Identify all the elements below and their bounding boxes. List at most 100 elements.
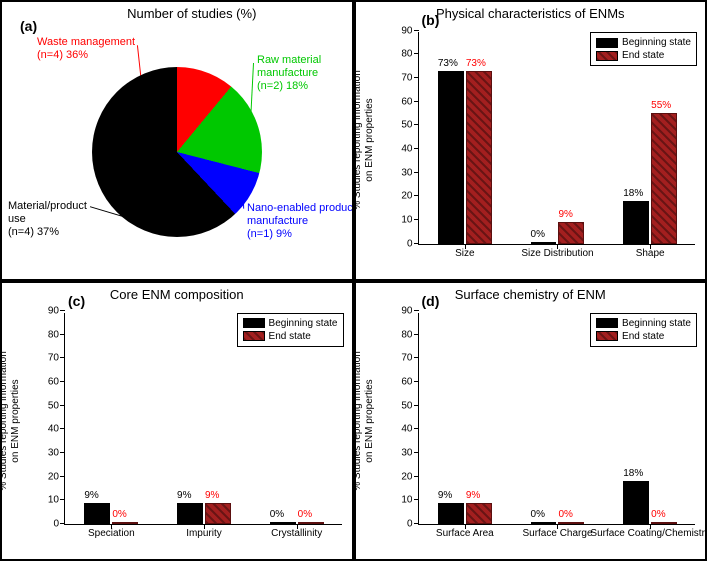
bar-value-end: 55% [651,100,671,111]
category-label: Impurity [186,528,222,539]
figure-grid: (a) Number of studies (%) Waste manageme… [0,0,707,561]
swatch-end [596,331,618,341]
ytick-label: 20 [48,471,59,482]
bar-value-end: 0% [651,509,665,520]
ytick-label: 0 [53,519,59,530]
swatch-end [243,331,265,341]
ytick-label: 40 [48,424,59,435]
category-label: Size [455,248,474,259]
legend: Beginning stateEnd state [590,313,697,347]
category-label: Shape [636,248,665,259]
legend: Beginning stateEnd state [237,313,344,347]
category-label: Size Distribution [521,248,593,259]
panel-b-label: (b) [422,12,440,28]
bar-begin [438,71,464,244]
ytick-label: 80 [401,329,412,340]
ytick-label: 50 [401,400,412,411]
panel-d: Surface chemistry of ENM (d) % Studies r… [354,281,707,561]
category-label: Crystallinity [271,528,322,539]
bar-begin [270,522,296,524]
ytick-label: 40 [401,424,412,435]
ytick-label: 0 [407,238,413,249]
panel-c: Core ENM composition (c) % Studies repor… [0,281,354,561]
bar-value-end: 0% [558,509,572,520]
swatch-end [596,51,618,61]
legend-label-end: End state [269,330,311,343]
bar-begin [438,503,464,524]
pie-wrap [92,67,262,237]
ytick-label: 70 [48,353,59,364]
bar-value-begin: 73% [438,58,458,69]
bar-end [558,522,584,524]
ytick-label: 20 [401,191,412,202]
bar-value-begin: 9% [84,490,98,501]
swatch-begin [596,318,618,328]
bar-end [651,522,677,524]
legend-row-begin: Beginning state [243,317,338,330]
bar-value-end: 73% [466,58,486,69]
ytick-label: 0 [407,519,413,530]
ytick-label: 50 [401,120,412,131]
panel-b-title: Physical characteristics of ENMs [356,6,706,21]
panel-d-label: (d) [422,293,440,309]
legend-row-end: End state [596,49,691,62]
pie-label: Raw material manufacture (n=2) 18% [257,54,321,94]
category-label: Surface Charge [522,528,592,539]
bar-value-begin: 0% [270,509,284,520]
category-label: Surface Area [436,528,494,539]
panel-d-ylabel: % Studies reporting information on ENM p… [354,321,376,521]
pie-label: Material/product use (n=4) 37% [8,200,87,240]
legend-label-begin: Beginning state [622,36,691,49]
legend: Beginning stateEnd state [590,32,697,66]
bar-value-end: 0% [112,509,126,520]
bar-begin [623,201,649,244]
panel-a: (a) Number of studies (%) Waste manageme… [0,0,354,281]
bar-end [466,71,492,244]
bar-end [466,503,492,524]
ytick-label: 10 [48,495,59,506]
bar-value-end: 9% [466,490,480,501]
legend-label-begin: Beginning state [622,317,691,330]
category-label: Speciation [88,528,135,539]
bar-value-begin: 18% [623,188,643,199]
pie-label: Waste management (n=4) 36% [37,36,135,62]
bar-begin [177,503,203,524]
bar-begin [623,481,649,524]
ytick-label: 10 [401,495,412,506]
panel-c-title: Core ENM composition [2,287,352,302]
ytick-label: 60 [401,377,412,388]
ytick-label: 70 [401,353,412,364]
ytick-label: 30 [401,448,412,459]
ytick-label: 90 [401,306,412,317]
panel-d-title: Surface chemistry of ENM [356,287,706,302]
bar-end [205,503,231,524]
ytick-label: 60 [401,96,412,107]
bar-end [112,522,138,524]
ytick-label: 70 [401,72,412,83]
panel-a-label: (a) [20,18,37,34]
ytick-label: 30 [401,167,412,178]
pie-chart [92,67,262,237]
ytick-label: 90 [401,25,412,36]
bar-end [558,222,584,243]
legend-row-begin: Beginning state [596,36,691,49]
panel-c-label: (c) [68,293,85,309]
ytick-label: 60 [48,377,59,388]
legend-label-end: End state [622,330,664,343]
bar-value-end: 9% [558,209,572,220]
bar-begin [531,242,557,244]
bar-value-begin: 0% [531,509,545,520]
ytick-label: 80 [401,49,412,60]
bar-value-begin: 9% [438,490,452,501]
panel-c-ylabel: % Studies reporting information on ENM p… [0,321,22,521]
legend-row-end: End state [243,330,338,343]
ytick-label: 10 [401,214,412,225]
panel-b-ylabel: % Studies reporting information on ENM p… [354,40,376,240]
swatch-begin [596,38,618,48]
panel-b: Physical characteristics of ENMs (b) % S… [354,0,707,281]
legend-label-end: End state [622,49,664,62]
bar-value-begin: 18% [623,468,643,479]
ytick-label: 50 [48,400,59,411]
swatch-begin [243,318,265,328]
ytick-label: 30 [48,448,59,459]
